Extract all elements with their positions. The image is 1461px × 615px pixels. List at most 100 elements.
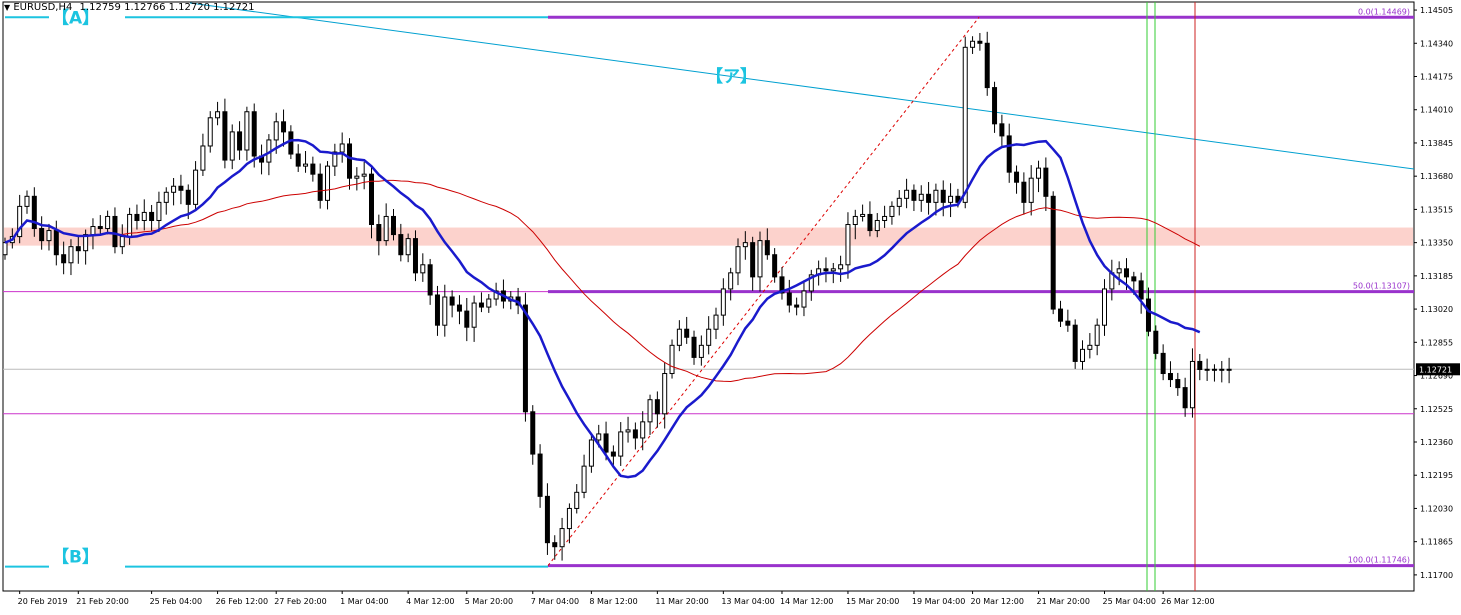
- candle-bull[interactable]: [383, 215, 389, 242]
- candle-bull[interactable]: [918, 193, 924, 201]
- candle-bear[interactable]: [1014, 171, 1020, 183]
- candle-bull[interactable]: [17, 205, 23, 238]
- candle-bear[interactable]: [926, 193, 932, 203]
- candle-bear[interactable]: [1131, 276, 1137, 282]
- candle-bull[interactable]: [640, 421, 646, 439]
- candle-bull[interactable]: [801, 290, 807, 308]
- candle-bull[interactable]: [845, 224, 851, 266]
- candle-bull[interactable]: [933, 189, 939, 203]
- candle-bear[interactable]: [149, 211, 155, 221]
- candle-bear[interactable]: [178, 185, 184, 191]
- candle-bull[interactable]: [889, 205, 895, 217]
- candle-bear[interactable]: [779, 276, 785, 294]
- chevron-down-icon[interactable]: ▼: [4, 3, 11, 12]
- candle-bull[interactable]: [1116, 268, 1122, 274]
- candle-bull[interactable]: [1087, 344, 1093, 350]
- candle-bull[interactable]: [273, 121, 279, 141]
- candle-bull[interactable]: [141, 211, 147, 221]
- candle-bear[interactable]: [456, 304, 462, 312]
- candle-bear[interactable]: [1153, 330, 1159, 354]
- candle-bull[interactable]: [339, 143, 345, 153]
- candle-bull[interactable]: [1094, 324, 1100, 346]
- candle-bear[interactable]: [691, 336, 697, 358]
- candle-bull[interactable]: [83, 234, 89, 252]
- candle-bull[interactable]: [325, 165, 331, 201]
- candle-bull[interactable]: [559, 528, 565, 548]
- candle-bull[interactable]: [207, 117, 213, 147]
- candle-bear[interactable]: [97, 226, 103, 230]
- candle-bear[interactable]: [867, 213, 873, 232]
- candle-bull[interactable]: [698, 344, 704, 358]
- candle-bear[interactable]: [1006, 135, 1012, 173]
- candle-bear[interactable]: [544, 495, 550, 544]
- candle-bull[interactable]: [420, 264, 426, 274]
- candle-bull[interactable]: [354, 175, 360, 179]
- candle-bear[interactable]: [1050, 195, 1056, 310]
- candle-bull[interactable]: [830, 268, 836, 272]
- candle-bear[interactable]: [1167, 373, 1173, 381]
- candle-bull[interactable]: [948, 195, 954, 203]
- candle-bull[interactable]: [1204, 368, 1210, 371]
- candle-bull[interactable]: [200, 145, 206, 171]
- candle-bear[interactable]: [390, 215, 396, 236]
- candle-bull[interactable]: [163, 191, 169, 203]
- candle-bear[interactable]: [281, 121, 287, 133]
- candle-bear[interactable]: [1145, 298, 1151, 332]
- candle-bear[interactable]: [310, 163, 316, 175]
- candle-bear[interactable]: [478, 302, 484, 308]
- candle-bear[interactable]: [449, 296, 455, 306]
- candle-bull[interactable]: [904, 189, 910, 199]
- candle-bull[interactable]: [244, 111, 250, 151]
- candle-bull[interactable]: [156, 201, 162, 221]
- candle-bear[interactable]: [522, 304, 528, 413]
- candle-bear[interactable]: [61, 254, 67, 264]
- candle-bull[interactable]: [1028, 177, 1034, 203]
- candle-bear[interactable]: [999, 123, 1005, 137]
- candle-bear[interactable]: [317, 173, 323, 201]
- candle-bull[interactable]: [706, 328, 712, 346]
- candle-bull[interactable]: [46, 230, 52, 242]
- candle-bull[interactable]: [669, 344, 675, 375]
- candle-bear[interactable]: [427, 264, 433, 296]
- candle-bull[interactable]: [105, 215, 111, 230]
- candle-bull[interactable]: [662, 373, 668, 415]
- candle-bull[interactable]: [193, 169, 199, 205]
- candle-bear[interactable]: [347, 143, 353, 179]
- candle-bull[interactable]: [1211, 368, 1217, 371]
- candle-bull[interactable]: [596, 433, 602, 441]
- candle-bear[interactable]: [75, 246, 81, 252]
- candle-bull[interactable]: [882, 215, 888, 221]
- trendline[interactable]: [189, 2, 1415, 170]
- candle-bear[interactable]: [794, 304, 800, 308]
- candle-bear[interactable]: [1138, 280, 1144, 300]
- candle-bear[interactable]: [764, 240, 770, 256]
- candle-bear[interactable]: [434, 294, 440, 326]
- candle-bull[interactable]: [1219, 368, 1225, 371]
- candle-bear[interactable]: [940, 189, 946, 203]
- candle-bull[interactable]: [838, 264, 844, 270]
- candle-bear[interactable]: [772, 254, 778, 278]
- candle-bear[interactable]: [134, 213, 140, 221]
- candle-bear[interactable]: [39, 228, 45, 242]
- candle-bull[interactable]: [442, 296, 448, 326]
- candle-bear[interactable]: [1043, 167, 1049, 197]
- candle-bull[interactable]: [808, 274, 814, 292]
- candle-bear[interactable]: [1160, 352, 1166, 375]
- candle-bear[interactable]: [610, 451, 616, 457]
- candle-bear[interactable]: [112, 215, 118, 248]
- candle-bear[interactable]: [1175, 379, 1181, 389]
- candle-bull[interactable]: [1080, 348, 1086, 362]
- candle-bull[interactable]: [1036, 167, 1042, 179]
- candle-bear[interactable]: [654, 399, 660, 415]
- candle-bull[interactable]: [757, 240, 763, 278]
- candle-bull[interactable]: [874, 219, 880, 232]
- candle-bear[interactable]: [1058, 308, 1064, 322]
- candle-bear[interactable]: [1123, 268, 1129, 278]
- candle-bull[interactable]: [1189, 360, 1195, 409]
- candle-bull[interactable]: [896, 197, 902, 207]
- candle-bear[interactable]: [53, 230, 59, 256]
- candle-bull[interactable]: [229, 131, 235, 161]
- candle-bear[interactable]: [786, 292, 792, 306]
